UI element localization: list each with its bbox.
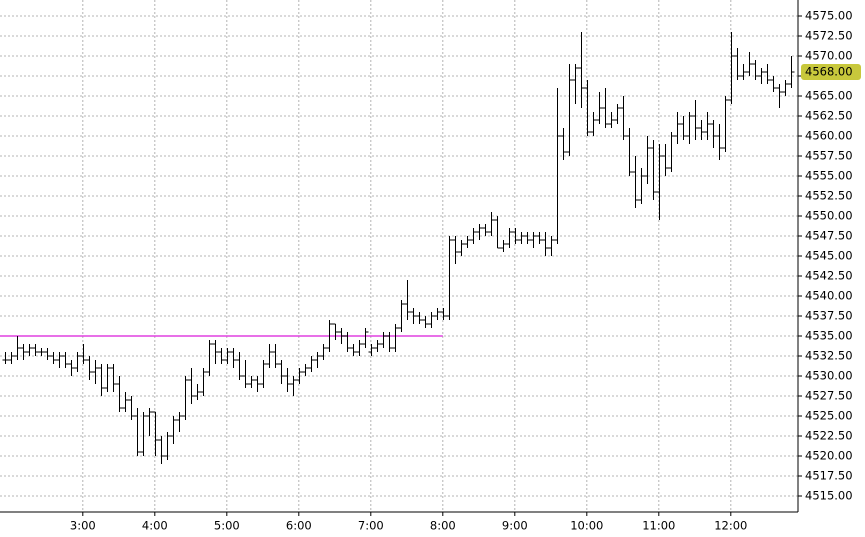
y-tick-label: 4550.00 xyxy=(805,209,853,223)
y-tick-label: 4525.00 xyxy=(805,409,853,423)
x-tick-label: 8:00 xyxy=(430,519,456,533)
y-tick-label: 4522.50 xyxy=(805,429,853,443)
y-tick-label: 4517.50 xyxy=(805,469,853,483)
y-tick-label: 4530.00 xyxy=(805,369,853,383)
last-price-label: 4568.00 xyxy=(805,65,853,79)
y-tick-label: 4535.00 xyxy=(805,329,853,343)
y-tick-label: 4565.00 xyxy=(805,89,853,103)
y-tick-label: 4555.00 xyxy=(805,169,853,183)
x-tick-label: 4:00 xyxy=(142,519,168,533)
y-tick-label: 4552.50 xyxy=(805,189,853,203)
x-tick-label: 5:00 xyxy=(214,519,240,533)
y-tick-label: 4572.50 xyxy=(805,29,853,43)
y-tick-label: 4575.00 xyxy=(805,9,853,23)
y-tick-label: 4562.50 xyxy=(805,109,853,123)
y-tick-label: 4540.00 xyxy=(805,289,853,303)
last-price-tag xyxy=(801,64,861,80)
y-tick-label: 4545.00 xyxy=(805,249,853,263)
y-tick-label: 4532.50 xyxy=(805,349,853,363)
x-tick-label: 7:00 xyxy=(358,519,384,533)
y-tick-label: 4560.00 xyxy=(805,129,853,143)
y-tick-label: 4547.50 xyxy=(805,229,853,243)
y-tick-label: 4557.50 xyxy=(805,149,853,163)
plot-area xyxy=(0,0,798,512)
x-tick-label: 11:00 xyxy=(642,519,675,533)
y-tick-label: 4515.00 xyxy=(805,489,853,503)
y-tick-label: 4520.00 xyxy=(805,449,853,463)
y-tick-label: 4570.00 xyxy=(805,49,853,63)
x-tick-label: 12:00 xyxy=(714,519,747,533)
y-tick-label: 4527.50 xyxy=(805,389,853,403)
x-tick-label: 9:00 xyxy=(502,519,528,533)
x-tick-label: 6:00 xyxy=(286,519,312,533)
y-tick-label: 4542.50 xyxy=(805,269,853,283)
x-tick-label: 10:00 xyxy=(570,519,603,533)
y-tick-label: 4537.50 xyxy=(805,309,853,323)
x-tick-label: 3:00 xyxy=(70,519,96,533)
